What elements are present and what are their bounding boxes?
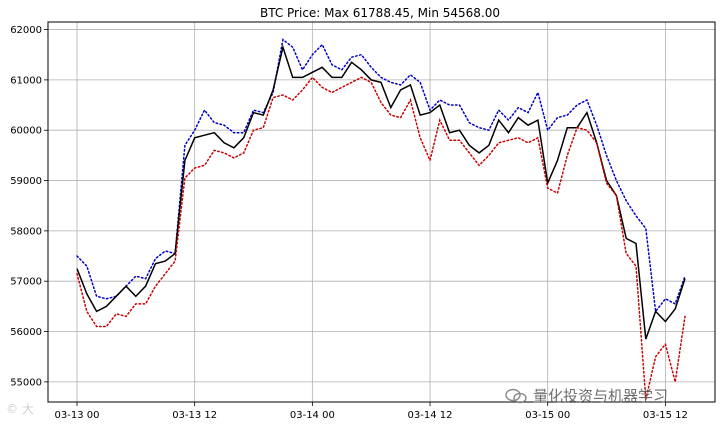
y-tick-label: 58000 xyxy=(10,226,42,237)
x-tick-label: 03-15 12 xyxy=(643,410,688,421)
x-tick-label: 03-14 12 xyxy=(408,410,453,421)
watermark: 量化投资与机器学习 xyxy=(505,385,668,406)
x-axis: 03-13 00 03-13 12 03-14 00 03-14 12 03-15 00… xyxy=(55,402,688,421)
grid xyxy=(48,22,715,402)
series-line-0 xyxy=(76,38,686,314)
y-tick-label: 62000 xyxy=(10,25,42,36)
chart-title: BTC Price: Max 61788.45, Min 54568.00 xyxy=(260,6,500,20)
series-line-1 xyxy=(76,44,686,340)
wechat-icon xyxy=(505,388,527,403)
x-tick-label: 03-15 00 xyxy=(525,410,570,421)
y-tick-label: 55000 xyxy=(10,377,42,388)
x-tick-label: 03-13 12 xyxy=(172,410,217,421)
y-tick-label: 60000 xyxy=(10,126,42,137)
y-tick-label: 61000 xyxy=(10,75,42,86)
y-tick-label: 59000 xyxy=(10,176,42,187)
x-tick-label: 03-14 00 xyxy=(290,410,335,421)
y-axis: 55000 56000 57000 58000 59000 60000 61000 62000 xyxy=(10,25,48,388)
series-line-2 xyxy=(76,76,686,400)
watermark-text: 量化投资与机器学习 xyxy=(533,387,669,405)
plot-frame xyxy=(47,21,716,403)
watermark-left: © 大 xyxy=(6,402,34,416)
y-tick-label: 56000 xyxy=(10,327,42,338)
series-layer xyxy=(76,38,686,400)
x-tick-label: 03-13 00 xyxy=(55,410,100,421)
y-tick-label: 57000 xyxy=(10,277,42,288)
